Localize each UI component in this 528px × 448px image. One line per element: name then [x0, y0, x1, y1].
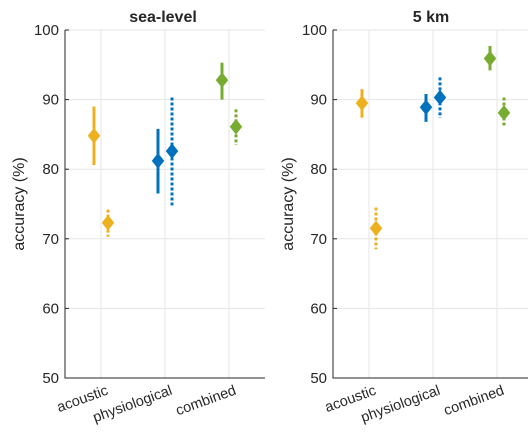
y-axis-label: accuracy (%): [11, 157, 28, 250]
data-point-marker: [433, 89, 447, 106]
data-point-marker: [229, 118, 243, 135]
y-tick-label: 100: [302, 22, 327, 39]
data-point-marker: [497, 105, 511, 121]
y-tick-label: 90: [310, 92, 327, 109]
y-tick-label: 70: [42, 231, 59, 248]
data-point-marker: [215, 72, 229, 88]
x-tick-label: combined: [442, 383, 507, 420]
y-tick-label: 80: [42, 161, 59, 178]
y-tick-label: 80: [310, 161, 327, 178]
y-tick-label: 70: [310, 231, 327, 248]
y-axis-label: accuracy (%): [280, 157, 297, 250]
data-point-marker: [151, 153, 165, 169]
x-tick-label: combined: [174, 383, 239, 420]
y-tick-label: 50: [310, 370, 327, 387]
data-point-marker: [355, 95, 369, 111]
data-point-marker: [87, 127, 101, 144]
y-tick-label: 60: [42, 300, 59, 317]
data-point-marker: [369, 220, 383, 237]
axis-frame: [332, 30, 528, 379]
y-tick-label: 60: [310, 300, 327, 317]
chart-title: 5 km: [413, 9, 449, 26]
y-tick-label: 50: [42, 370, 59, 387]
chart-title: sea-level: [129, 9, 197, 26]
y-tick-label: 100: [34, 22, 59, 39]
data-point-marker: [419, 99, 433, 116]
data-point-marker: [165, 143, 179, 159]
data-point-marker: [101, 214, 115, 231]
data-point-marker: [483, 50, 497, 67]
y-tick-label: 90: [42, 92, 59, 109]
